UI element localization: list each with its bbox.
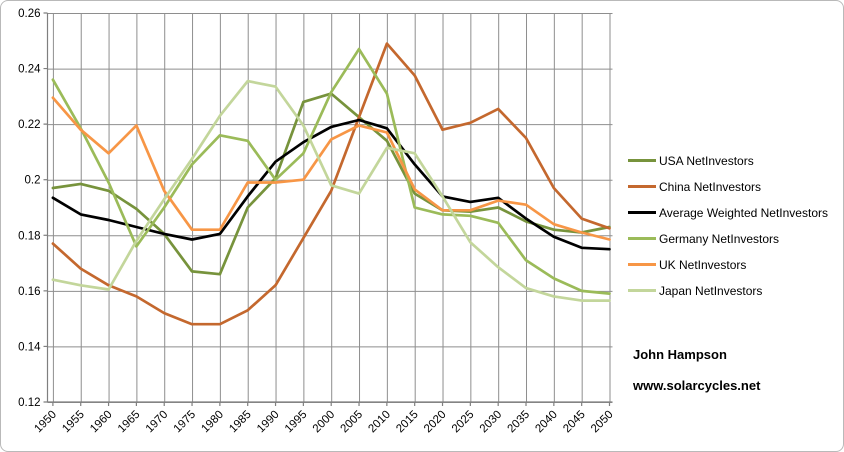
svg-text:1950: 1950 xyxy=(32,409,59,436)
legend-item-average-weighted: Average Weighted NetInvestors xyxy=(628,205,828,220)
legend-line-sample xyxy=(628,289,656,292)
svg-text:1990: 1990 xyxy=(255,409,282,436)
legend-label: UK NetInvestors xyxy=(659,257,747,272)
svg-text:2020: 2020 xyxy=(422,409,449,436)
series-lines xyxy=(51,42,611,326)
svg-text:2030: 2030 xyxy=(478,409,505,436)
svg-text:1980: 1980 xyxy=(199,409,226,436)
svg-text:0.26: 0.26 xyxy=(18,8,40,20)
series-line-japan-netinvestors xyxy=(51,79,611,302)
chart-legend: USA NetInvestors China NetInvestors Aver… xyxy=(628,153,828,298)
svg-text:1995: 1995 xyxy=(283,409,310,436)
legend-item-germany: Germany NetInvestors xyxy=(628,231,828,246)
svg-text:2010: 2010 xyxy=(366,409,393,436)
series-line-china-netinvestors xyxy=(51,42,611,326)
svg-text:1975: 1975 xyxy=(172,409,199,436)
legend-item-usa: USA NetInvestors xyxy=(628,153,828,168)
series-line-germany-netinvestors xyxy=(51,47,611,295)
svg-text:0.2: 0.2 xyxy=(25,175,41,187)
legend-item-japan: Japan NetInvestors xyxy=(628,283,828,298)
website-url: www.solarcycles.net xyxy=(633,378,761,393)
svg-text:2045: 2045 xyxy=(561,409,588,436)
svg-text:2015: 2015 xyxy=(394,409,421,436)
svg-text:0.12: 0.12 xyxy=(18,397,40,409)
legend-label: Average Weighted NetInvestors xyxy=(659,205,828,220)
legend-item-uk: UK NetInvestors xyxy=(628,257,828,272)
legend-line-sample xyxy=(628,159,656,162)
legend-line-sample xyxy=(628,185,656,188)
svg-text:0.18: 0.18 xyxy=(18,230,40,242)
legend-line-sample xyxy=(628,263,656,266)
legend-item-china: China NetInvestors xyxy=(628,179,828,194)
svg-text:2050: 2050 xyxy=(589,409,616,436)
svg-text:1960: 1960 xyxy=(88,409,115,436)
author-name: John Hampson xyxy=(633,347,727,362)
axes xyxy=(43,12,613,406)
svg-text:1970: 1970 xyxy=(144,409,171,436)
legend-label: Germany NetInvestors xyxy=(659,231,780,246)
svg-text:1965: 1965 xyxy=(116,409,143,436)
y-axis-labels: 0.26 0.24 0.22 0.2 0.18 0.16 0.14 0.12 xyxy=(18,8,41,409)
attribution: John Hampson www.solarcycles.net xyxy=(633,347,760,393)
legend-label: China NetInvestors xyxy=(659,179,762,194)
svg-text:0.24: 0.24 xyxy=(18,64,41,76)
legend-label: USA NetInvestors xyxy=(659,153,754,168)
legend-label: Japan NetInvestors xyxy=(659,283,763,298)
svg-text:2025: 2025 xyxy=(450,409,477,436)
svg-text:2000: 2000 xyxy=(311,409,338,436)
x-axis-labels: 1950 1955 1960 1965 1970 1975 1980 1985 1990 1995… xyxy=(32,409,615,436)
svg-text:2040: 2040 xyxy=(533,409,560,436)
svg-text:2035: 2035 xyxy=(506,409,533,436)
legend-line-sample xyxy=(628,237,656,240)
series-line-uk-netinvestors xyxy=(51,96,611,241)
svg-text:0.14: 0.14 xyxy=(18,341,41,353)
svg-text:0.16: 0.16 xyxy=(18,286,40,298)
svg-text:1955: 1955 xyxy=(60,409,87,436)
svg-text:2005: 2005 xyxy=(339,409,366,436)
svg-text:1985: 1985 xyxy=(227,409,254,436)
legend-line-sample xyxy=(628,211,656,214)
svg-text:0.22: 0.22 xyxy=(18,119,40,131)
